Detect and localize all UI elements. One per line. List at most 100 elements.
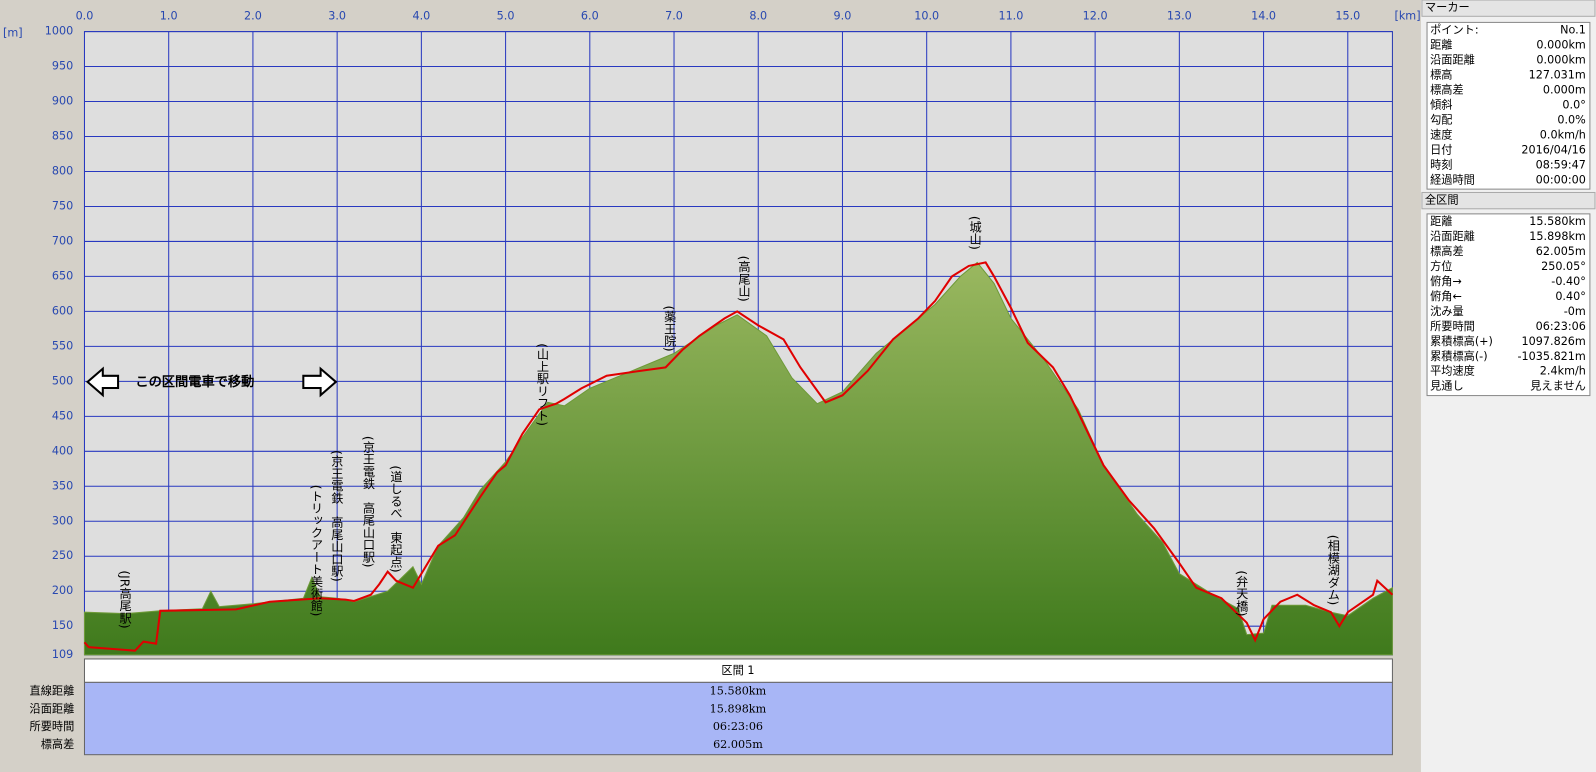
right-arrow xyxy=(302,366,338,398)
field-value: No.1 xyxy=(1560,24,1586,37)
x-unit: [km] xyxy=(1394,9,1420,22)
field-name: 所要時間 xyxy=(1430,320,1475,333)
train-note: この区間電車で移動 xyxy=(85,366,338,398)
field-value: 見えません xyxy=(1530,380,1586,393)
field-value: -0m xyxy=(1564,305,1586,318)
place-label: (山上駅リフト) xyxy=(535,343,549,426)
y-tick-label: 650 xyxy=(52,269,73,282)
x-tick-label: 7.0 xyxy=(665,9,683,22)
field-value: 127.031m xyxy=(1529,68,1586,81)
y-tick-label: 800 xyxy=(52,164,73,177)
field-value: 2.4km/h xyxy=(1540,365,1586,378)
x-tick-label: 8.0 xyxy=(749,9,767,22)
x-tick-label: 14.0 xyxy=(1251,9,1276,22)
field-value: 0.000km xyxy=(1536,39,1585,52)
y-tick-label: 350 xyxy=(52,479,73,492)
plot: 109 150 200 250 300 350 400 450 500 550 600 650 700 7… xyxy=(45,9,1394,661)
panel-title: マーカー xyxy=(1425,1,1470,14)
terrain-area xyxy=(83,261,1393,656)
note: この区間電車で移動 xyxy=(135,373,254,390)
field-value: -1035.821m xyxy=(1518,350,1586,363)
field-value: 250.05° xyxy=(1541,260,1586,273)
place-label: (京王電鉄 高尾山口駅) xyxy=(361,436,375,568)
y-tick-label: 250 xyxy=(52,549,73,562)
x-tick-label: 12.0 xyxy=(1083,9,1108,22)
field-value: 1097.826m xyxy=(1522,335,1586,348)
x-tick-label: 11.0 xyxy=(998,9,1023,22)
y-tick-label: 109 xyxy=(52,648,73,661)
row-value: 06:23:06 xyxy=(713,720,763,733)
field-name: 距離 xyxy=(1430,214,1452,228)
x-tick-label: 5.0 xyxy=(497,9,515,22)
row-label: 標高差 xyxy=(41,737,75,751)
place-label: (弁天橋) xyxy=(1234,570,1248,616)
y-tick-label: 500 xyxy=(52,374,73,387)
field-value: 2016/04/16 xyxy=(1521,143,1585,156)
y-tick-label: 600 xyxy=(52,304,73,317)
field-name: 沿面距離 xyxy=(1430,229,1475,243)
y-tick-label: 550 xyxy=(52,339,73,352)
field-name: 勾配 xyxy=(1430,113,1452,126)
y-tick-label: 200 xyxy=(52,584,73,597)
y-tick-label: 150 xyxy=(52,619,73,632)
y-tick-label: 850 xyxy=(52,130,73,143)
field-value: 0.0km/h xyxy=(1540,128,1586,141)
field-name: 沿面距離 xyxy=(1430,52,1475,66)
row-label: 直線距離 xyxy=(30,684,75,698)
field-name: 傾斜 xyxy=(1430,97,1452,111)
field-value: 08:59:47 xyxy=(1536,158,1586,171)
field-value: 0.000m xyxy=(1543,83,1586,96)
y-tick-label: 450 xyxy=(52,409,73,422)
place-label: (城山) xyxy=(968,216,982,250)
segment-table: 直線距離 15.580km 沿面距離 15.898km 所要時間 06:23:06 標高差 6… xyxy=(30,684,767,751)
x-tick-label: 9.0 xyxy=(834,9,852,22)
field-value: 15.580km xyxy=(1529,215,1586,228)
field-value: 62.005m xyxy=(1536,245,1586,258)
field-value: -0.40° xyxy=(1551,275,1586,288)
field-name: 標高差 xyxy=(1430,82,1464,96)
left-arrow xyxy=(85,366,120,398)
field-value: 15.898km xyxy=(1529,230,1586,243)
x-tick-label: 15.0 xyxy=(1335,9,1360,22)
field-value: 00:00:00 xyxy=(1536,173,1586,186)
x-tick-label: 6.0 xyxy=(581,9,599,22)
field-name: 距離 xyxy=(1430,38,1452,52)
place-label: (薬王院) xyxy=(662,306,676,352)
row-label: 所要時間 xyxy=(30,720,75,733)
field-name: 俯角→ xyxy=(1430,274,1462,288)
row-value: 62.005m xyxy=(713,738,763,751)
place-label: (道しるべ 東起点) xyxy=(388,465,402,572)
field-name: 方位 xyxy=(1430,259,1452,273)
x-tick-label: 13.0 xyxy=(1167,9,1192,22)
row-label: 沿面距離 xyxy=(30,701,75,715)
y-tick-label: 400 xyxy=(52,444,73,457)
y-tick-label: 900 xyxy=(52,95,73,108)
place-label: (相模湖ダム) xyxy=(1326,535,1340,606)
y-unit: [m] xyxy=(3,27,23,40)
y-tick-label: 300 xyxy=(52,514,73,527)
field-name: 見通し xyxy=(1430,380,1464,393)
field-name: 標高差 xyxy=(1430,244,1464,258)
place-label: (高尾山) xyxy=(737,256,751,302)
place-label: (京王電鉄 高尾山口駅) xyxy=(329,450,343,582)
panel-box xyxy=(1426,21,1591,190)
place-label: (JR高尾駅) xyxy=(118,570,132,628)
y-tick-label: 950 xyxy=(52,60,73,73)
field-value: 0.000km xyxy=(1536,53,1585,66)
panel-title-bg xyxy=(1421,0,1596,17)
y-tick-label: 1000 xyxy=(45,25,73,38)
x-tick-label: 0.0 xyxy=(76,9,94,22)
track-line xyxy=(83,261,1394,652)
x-tick-label: 1.0 xyxy=(160,9,178,22)
field-name: 累積標高(-) xyxy=(1430,349,1488,363)
x-tick-label: 10.0 xyxy=(914,9,939,22)
table-body-bg xyxy=(83,681,1393,756)
panel-title: 全区間 xyxy=(1425,193,1459,207)
place-label: (トリックアート美術館) xyxy=(309,485,323,617)
field-name: 沈み量 xyxy=(1430,304,1464,318)
y-tick-label: 750 xyxy=(52,199,73,212)
panel-box xyxy=(1426,213,1591,397)
field-name: 俯角← xyxy=(1430,289,1462,303)
